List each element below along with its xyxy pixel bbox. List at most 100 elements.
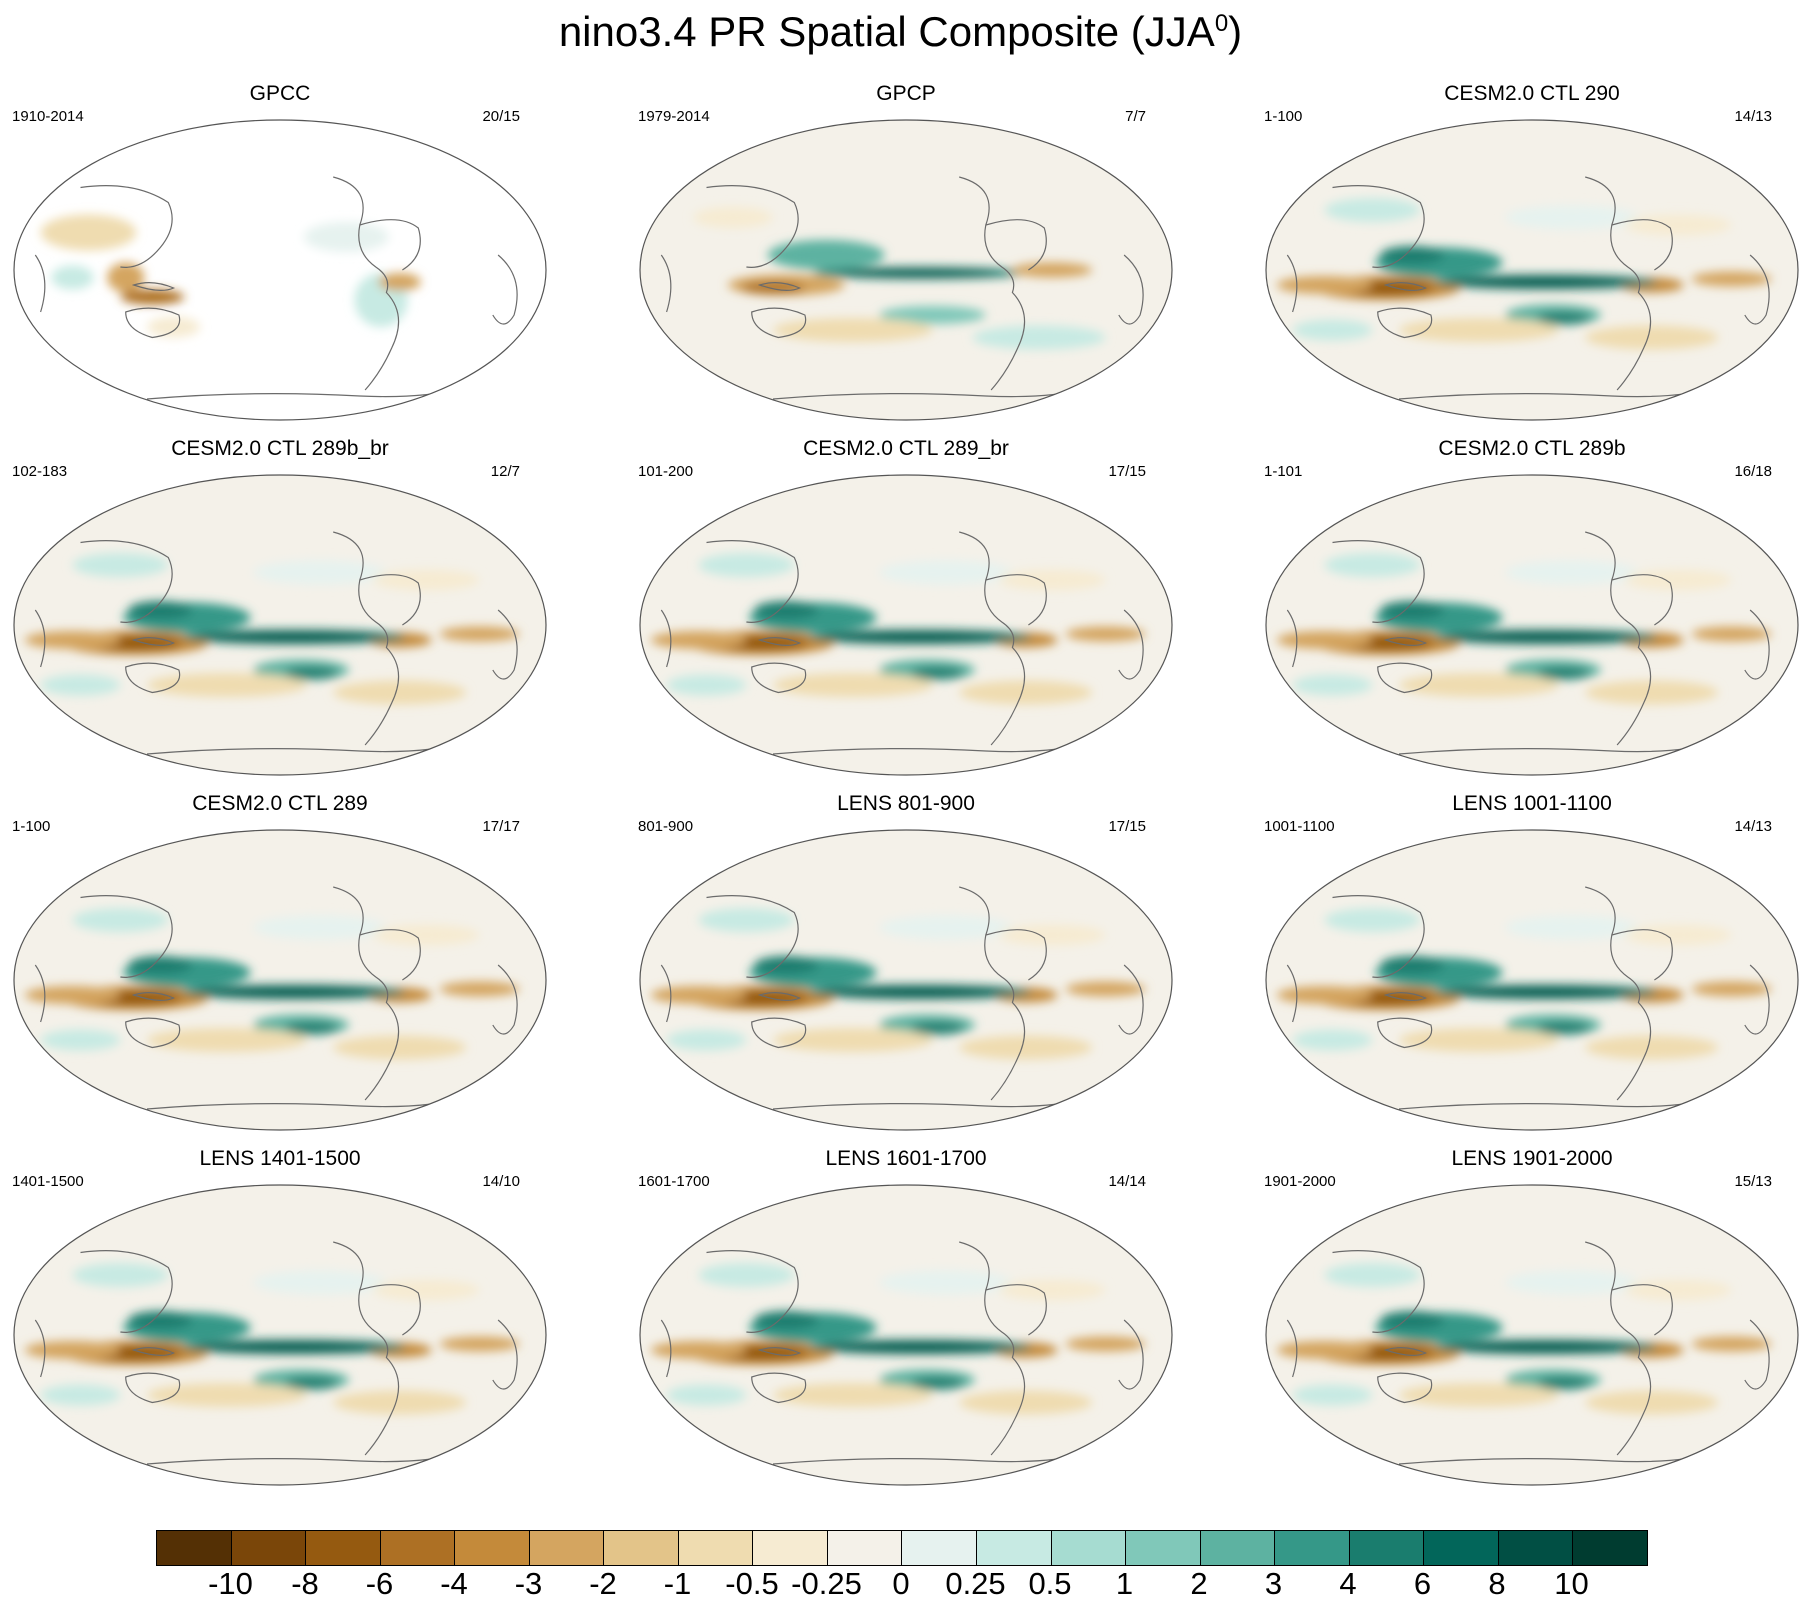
anomaly-region: [1292, 1384, 1373, 1406]
colorbar-label: -1: [663, 1566, 692, 1601]
coastline: [751, 662, 807, 694]
coastline: [1744, 254, 1770, 325]
anomaly-region: [1585, 1390, 1719, 1415]
coastline: [1585, 1241, 1652, 1456]
coastline: [131, 992, 176, 1001]
coastline: [706, 895, 799, 978]
coastline: [959, 886, 1026, 1101]
map-border: [13, 829, 547, 1131]
anomaly-region: [1691, 981, 1772, 997]
map-panel: GPCP 1979-2014 7/7: [626, 82, 1186, 422]
anomaly-region: [253, 560, 387, 585]
colorbar-swatch: [1200, 1531, 1276, 1565]
anomaly-region: [823, 1343, 1016, 1351]
anomaly-region: [972, 325, 1106, 350]
anomaly-region: [303, 222, 390, 252]
coastline: [1611, 1284, 1673, 1336]
anomaly-region: [51, 265, 94, 290]
map-panel: LENS 801-900 801-900 17/15: [626, 792, 1186, 1132]
colorbar-label: 8: [1488, 1566, 1506, 1601]
panel-count-label: 17/15: [1108, 818, 1146, 835]
anomaly-region: [147, 316, 201, 338]
precip-map: [639, 474, 1173, 776]
coastline: [751, 307, 807, 339]
panel-title: CESM2.0 CTL 290: [1444, 82, 1620, 105]
coastline: [492, 964, 518, 1035]
anomaly-region: [773, 318, 933, 342]
anomaly-region: [128, 601, 193, 619]
coastline: [1611, 574, 1673, 626]
colorbar-swatch: [1498, 1531, 1574, 1565]
coastline: [1585, 886, 1652, 1101]
anomaly-region: [1691, 1336, 1772, 1352]
anomaly-region: [147, 673, 307, 697]
coastline: [492, 1319, 518, 1390]
panel-count-label: 14/10: [482, 1173, 520, 1190]
anomaly-region: [1399, 673, 1559, 697]
anomaly-region: [1380, 246, 1445, 264]
coastline: [1611, 929, 1673, 981]
map-border: [13, 474, 547, 776]
coastline: [1377, 1372, 1433, 1404]
map-panel: CESM2.0 CTL 289 1-100 17/17: [0, 792, 560, 1132]
panel-years-label: 801-900: [638, 818, 694, 835]
anomaly-region: [879, 1270, 1013, 1295]
panel-title: CESM2.0 CTL 289: [192, 792, 368, 815]
coastline: [757, 992, 802, 1001]
map-border: [639, 829, 1173, 1131]
panel-count-label: 7/7: [1125, 108, 1146, 125]
panel-title: GPCC: [249, 82, 311, 105]
anomaly-region: [40, 214, 137, 251]
anomaly-region: [1065, 626, 1146, 642]
anomaly-region: [666, 1384, 747, 1406]
anomaly-region: [911, 1022, 965, 1034]
colorbar-label: 1: [1115, 1566, 1134, 1601]
colorbar-swatch: [902, 1531, 978, 1565]
panel-count-label: 14/13: [1734, 818, 1772, 835]
panel-title: LENS 1901-2000: [1451, 1147, 1613, 1170]
coastline: [1383, 282, 1428, 291]
precip-map: [639, 829, 1173, 1131]
anomaly-region: [773, 1028, 933, 1052]
precip-map: [1265, 829, 1799, 1131]
coastline: [1377, 307, 1433, 339]
panel-title: LENS 1601-1700: [825, 1147, 987, 1170]
map-background: [640, 1185, 1172, 1485]
anomaly-region: [1399, 1028, 1559, 1052]
panel-title: LENS 801-900: [837, 792, 975, 815]
anomaly-region: [999, 1279, 1106, 1301]
coastline: [333, 886, 400, 1101]
anomaly-region: [1625, 924, 1732, 946]
anomaly-region: [1537, 1377, 1591, 1389]
anomaly-region: [285, 1022, 339, 1034]
panel-title: CESM2.0 CTL 289_br: [803, 437, 1009, 460]
anomaly-region: [1625, 214, 1732, 236]
anomaly-region: [879, 915, 1013, 940]
map-panel: CESM2.0 CTL 289_br 101-200 17/15: [626, 437, 1186, 777]
anomaly-region: [823, 988, 1016, 996]
anomaly-region: [1449, 633, 1642, 641]
anomaly-region: [773, 1383, 933, 1407]
coastline: [80, 185, 173, 268]
panel-title: LENS 1401-1500: [199, 1147, 361, 1170]
coastline: [125, 1017, 181, 1049]
anomaly-region: [333, 1390, 467, 1415]
coastline: [1286, 1319, 1298, 1378]
colorbar-swatch: [827, 1531, 903, 1565]
anomaly-region: [285, 667, 339, 679]
coastline: [660, 1319, 672, 1378]
coastline: [1377, 1017, 1433, 1049]
map-background: [640, 475, 1172, 775]
anomaly-region: [128, 956, 193, 974]
anomaly-region: [1449, 1343, 1642, 1351]
coastline: [1383, 992, 1428, 1001]
anomaly-region: [128, 1311, 193, 1329]
anomaly-region: [1585, 680, 1719, 705]
anomaly-region: [72, 553, 169, 577]
anomaly-region: [698, 908, 795, 932]
map-background: [14, 830, 546, 1130]
coastline: [751, 1017, 807, 1049]
coastline: [959, 176, 1026, 391]
panel-years-label: 1601-1700: [638, 1173, 710, 1190]
anomaly-region: [754, 601, 819, 619]
